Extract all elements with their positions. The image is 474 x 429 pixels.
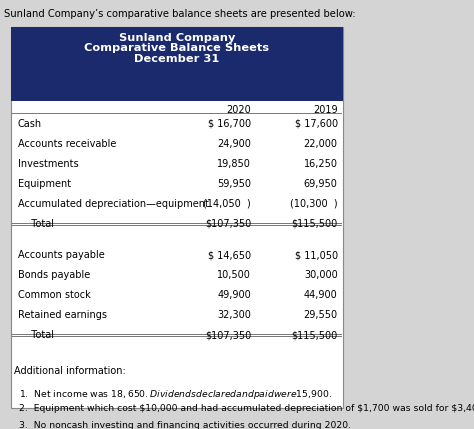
Text: Investments: Investments	[18, 159, 78, 169]
Text: 30,000: 30,000	[304, 270, 338, 280]
Text: 24,900: 24,900	[217, 139, 251, 149]
Text: 19,850: 19,850	[217, 159, 251, 169]
Text: $107,350: $107,350	[205, 330, 251, 340]
Text: Cash: Cash	[18, 119, 42, 129]
Text: Sunland Company: Sunland Company	[118, 33, 235, 43]
Text: 49,900: 49,900	[218, 290, 251, 300]
Text: 22,000: 22,000	[304, 139, 338, 149]
FancyBboxPatch shape	[10, 27, 343, 408]
Text: $115,500: $115,500	[292, 330, 338, 340]
Text: Comparative Balance Sheets: Comparative Balance Sheets	[84, 43, 269, 53]
Text: Accounts payable: Accounts payable	[18, 250, 104, 260]
Text: 2020: 2020	[227, 105, 251, 115]
Text: Equipment: Equipment	[18, 178, 71, 189]
Text: Total: Total	[25, 330, 54, 340]
Text: Retained earnings: Retained earnings	[18, 310, 107, 320]
Text: Additional information:: Additional information:	[14, 366, 126, 376]
Text: $115,500: $115,500	[292, 219, 338, 229]
Text: 2019: 2019	[313, 105, 338, 115]
Text: 10,500: 10,500	[217, 270, 251, 280]
Text: 32,300: 32,300	[217, 310, 251, 320]
Text: 69,950: 69,950	[304, 178, 338, 189]
Text: $ 17,600: $ 17,600	[295, 119, 338, 129]
Text: 29,550: 29,550	[304, 310, 338, 320]
Text: Accumulated depreciation—equipment: Accumulated depreciation—equipment	[18, 199, 209, 208]
Text: Total: Total	[25, 219, 54, 229]
Text: Bonds payable: Bonds payable	[18, 270, 90, 280]
Text: (14,050  ): (14,050 )	[203, 199, 251, 208]
Text: 2.  Equipment which cost $10,000 and had accumulated depreciation of $1,700 was : 2. Equipment which cost $10,000 and had …	[19, 404, 474, 413]
Text: 16,250: 16,250	[304, 159, 338, 169]
Text: Accounts receivable: Accounts receivable	[18, 139, 116, 149]
Text: $107,350: $107,350	[205, 219, 251, 229]
Text: 44,900: 44,900	[304, 290, 338, 300]
Text: (10,300  ): (10,300 )	[290, 199, 338, 208]
Text: $ 11,050: $ 11,050	[295, 250, 338, 260]
Text: Sunland Company’s comparative balance sheets are presented below:: Sunland Company’s comparative balance sh…	[3, 9, 355, 19]
Text: December 31: December 31	[134, 54, 219, 64]
Text: 1.  Net income was $18,650. Dividends declared and paid were $15,900.: 1. Net income was $18,650. Dividends dec…	[19, 388, 333, 401]
FancyBboxPatch shape	[10, 27, 343, 101]
Text: $ 14,650: $ 14,650	[208, 250, 251, 260]
Text: Common stock: Common stock	[18, 290, 91, 300]
Text: $ 16,700: $ 16,700	[208, 119, 251, 129]
Text: 3.  No noncash investing and financing activities occurred during 2020.: 3. No noncash investing and financing ac…	[19, 421, 351, 429]
Text: 59,950: 59,950	[217, 178, 251, 189]
